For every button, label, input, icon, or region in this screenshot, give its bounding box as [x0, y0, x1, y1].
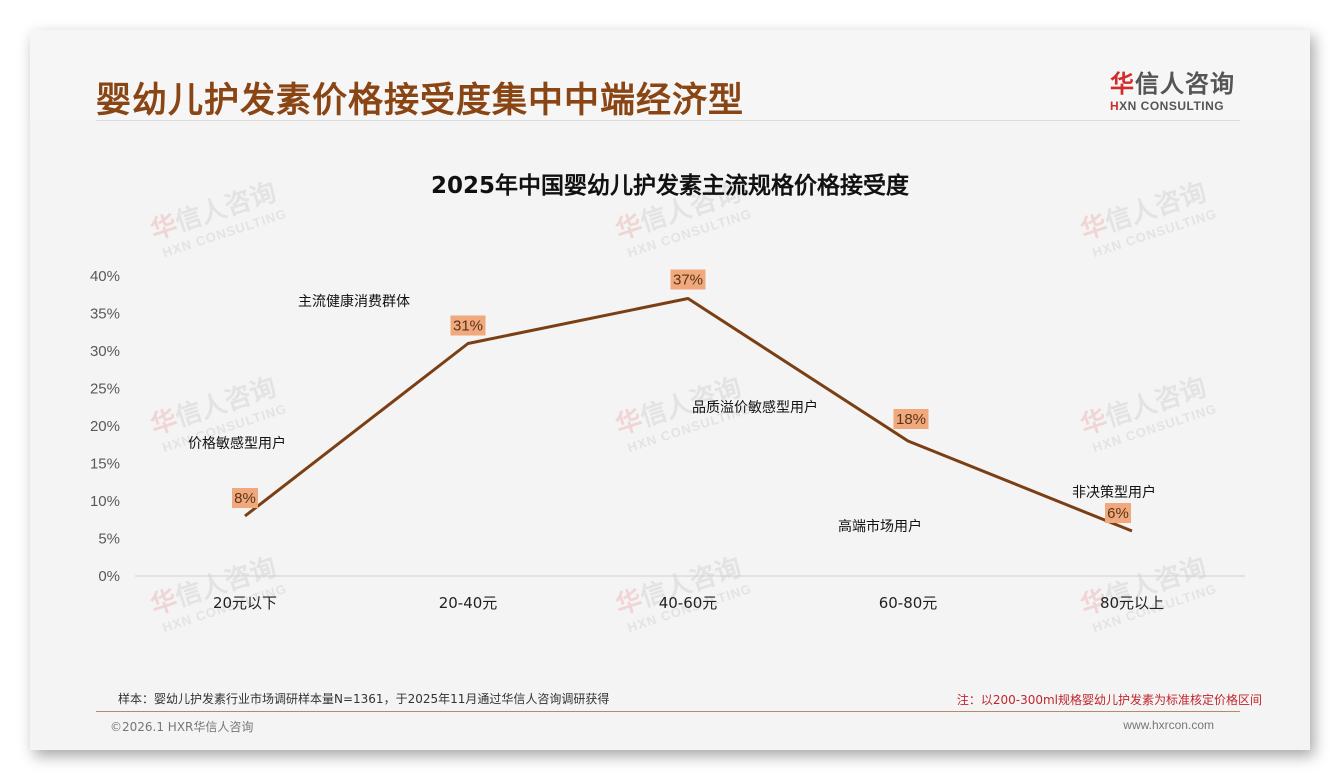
header-divider	[96, 120, 1240, 121]
y-axis: 0% 5% 10% 15% 20% 25% 30% 35% 40%	[90, 268, 120, 585]
price-note: 注：以200-300ml规格婴幼儿护发素为标准核定价格区间	[956, 693, 1262, 707]
data-label: 6%	[1105, 503, 1131, 523]
segment-annotation: 主流健康消费群体	[298, 293, 410, 310]
segment-annotation: 高端市场用户	[838, 518, 922, 535]
logo-text-cn: 华信人咨询	[1110, 64, 1250, 99]
x-tick-label: 20-40元	[439, 594, 498, 612]
y-tick-label: 35%	[90, 306, 120, 323]
logo-cn-rest: 信人咨询	[1135, 70, 1235, 98]
logo-text-en: HXN CONSULTING	[1110, 99, 1250, 113]
segment-annotation: 价格敏感型用户	[188, 435, 286, 452]
x-tick-label: 20元以下	[213, 594, 277, 612]
x-tick-label: 60-80元	[879, 594, 938, 612]
website-url: www.hxrcon.com	[1123, 718, 1214, 732]
y-tick-label: 40%	[90, 268, 120, 285]
y-tick-label: 15%	[90, 456, 120, 473]
line-chart: 0% 5% 10% 15% 20% 25% 30% 35% 40% 20元以下 20-40元 40-…	[90, 268, 1245, 612]
segment-annotation: 品质溢价敏感型用户	[692, 399, 818, 416]
x-tick-label: 80元以上	[1100, 594, 1164, 612]
segment-annotation: 非决策型用户	[1072, 484, 1156, 501]
data-label: 18%	[893, 409, 929, 429]
y-tick-label: 10%	[90, 493, 120, 510]
y-tick-label: 30%	[90, 343, 120, 360]
data-label: 31%	[450, 315, 486, 336]
svg-text:31%: 31%	[453, 318, 483, 335]
copyright: ©2026.1 HXR华信人咨询	[110, 720, 254, 734]
logo-en-rest: XN CONSULTING	[1119, 99, 1225, 113]
x-tick-label: 40-60元	[659, 594, 718, 612]
data-label: 8%	[232, 488, 258, 508]
svg-text:18%: 18%	[896, 411, 926, 428]
y-tick-label: 25%	[90, 381, 120, 398]
logo-en-accent: H	[1110, 99, 1120, 113]
logo-accent-char: 华	[1110, 70, 1135, 98]
svg-text:37%: 37%	[673, 272, 703, 289]
data-label: 37%	[670, 269, 706, 290]
header-band	[30, 30, 1310, 120]
footer-divider	[96, 711, 1240, 712]
x-axis: 20元以下 20-40元 40-60元 60-80元 80元以上	[213, 594, 1164, 612]
data-labels: 8% 31% 37% 18% 6%	[232, 269, 1131, 523]
y-tick-label: 20%	[90, 418, 120, 435]
svg-text:8%: 8%	[234, 490, 256, 507]
page-title: 婴幼儿护发素价格接受度集中中端经济型	[96, 81, 745, 121]
svg-text:6%: 6%	[1107, 505, 1129, 522]
y-tick-label: 5%	[98, 531, 120, 548]
chart-title: 2025年中国婴幼儿护发素主流规格价格接受度	[430, 173, 909, 199]
sample-note: 样本：婴幼儿护发素行业市场调研样本量N=1361，于2025年11月通过华信人咨…	[118, 692, 610, 706]
slide: 婴幼儿护发素价格接受度集中中端经济型 华信人咨询 HXN CONSULTING …	[30, 30, 1310, 750]
series-line	[244, 297, 1133, 533]
y-tick-label: 0%	[98, 568, 120, 585]
company-logo: 华信人咨询 HXN CONSULTING	[1110, 64, 1250, 114]
